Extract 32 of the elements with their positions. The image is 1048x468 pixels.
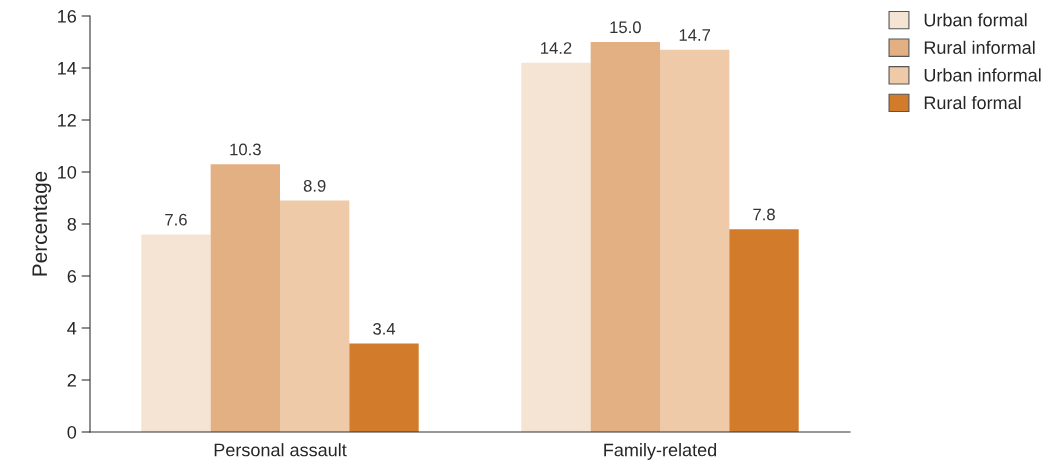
bar: [590, 42, 660, 432]
y-tick-label: 14: [58, 62, 77, 75]
bar: [141, 234, 211, 432]
bar: [660, 49, 730, 432]
y-axis-title: Percentage: [32, 171, 52, 276]
y-tick-label: 16: [58, 9, 77, 23]
y-tick-label: 10: [58, 165, 77, 179]
data-label: 3.4: [373, 322, 396, 335]
bar: [210, 164, 280, 432]
y-tick-label: 8: [67, 217, 77, 231]
data-label: 7.6: [165, 213, 187, 226]
data-label: 10.3: [230, 143, 261, 156]
data-label: 14.2: [541, 42, 572, 54]
bar: [729, 229, 799, 432]
y-tick-label: 6: [67, 269, 77, 283]
x-tick-label: Personal assault: [214, 443, 347, 457]
data-label: 15.0: [610, 21, 641, 34]
y-tick-label: 12: [58, 113, 76, 127]
legend-label: Urban informal: [924, 68, 1041, 82]
data-label: 7.8: [753, 208, 775, 221]
legend-label: Rural informal: [924, 40, 1035, 55]
bar: [521, 62, 591, 432]
y-tick-label: 2: [67, 373, 76, 387]
legend-label: Urban formal: [924, 13, 1027, 27]
legend-label: Rural formal: [924, 95, 1021, 110]
y-tick-label: 0: [67, 425, 77, 439]
data-label: 8.9: [303, 179, 326, 192]
bar: [349, 343, 419, 432]
data-label: 14.7: [679, 29, 711, 41]
x-tick-label: Family-related: [604, 443, 717, 460]
bar: [280, 200, 350, 432]
y-tick-label: 4: [67, 322, 77, 335]
